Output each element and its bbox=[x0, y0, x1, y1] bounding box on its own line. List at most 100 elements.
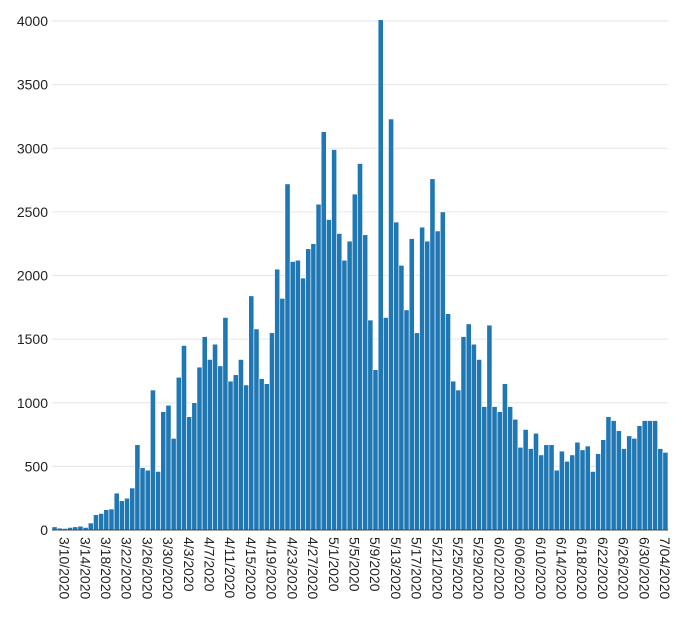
bar bbox=[248, 295, 255, 531]
bar bbox=[222, 317, 229, 531]
bar bbox=[657, 448, 664, 531]
x-tick-label: 4/11/2020 bbox=[222, 537, 238, 598]
bar bbox=[641, 420, 648, 531]
bar bbox=[118, 500, 125, 531]
bar bbox=[372, 369, 379, 531]
x-tick-label: 7/04/2020 bbox=[657, 537, 673, 599]
bar bbox=[108, 508, 115, 531]
bar bbox=[574, 441, 581, 531]
bar bbox=[315, 203, 322, 531]
bar bbox=[631, 438, 638, 531]
bar bbox=[263, 383, 270, 531]
y-tick-label: 1000 bbox=[17, 395, 48, 411]
bar bbox=[326, 219, 332, 531]
x-tick-label: 3/30/2020 bbox=[160, 537, 176, 599]
bar bbox=[512, 418, 519, 531]
bar bbox=[253, 328, 260, 531]
bar bbox=[538, 454, 545, 531]
x-tick-label: 5/17/2020 bbox=[409, 537, 425, 599]
x-tick-label: 4/27/2020 bbox=[305, 537, 321, 599]
x-tick-label: 5/5/2020 bbox=[346, 537, 362, 592]
bar bbox=[93, 514, 99, 531]
bar bbox=[186, 416, 193, 531]
x-tick-label: 4/19/2020 bbox=[264, 537, 280, 599]
bar bbox=[590, 471, 596, 531]
bar bbox=[175, 376, 182, 531]
bar bbox=[227, 380, 234, 531]
bar bbox=[481, 406, 488, 531]
bar bbox=[351, 193, 358, 531]
y-tick-label: 0 bbox=[40, 522, 48, 538]
bar bbox=[393, 221, 400, 531]
bar bbox=[341, 259, 348, 531]
bar bbox=[424, 240, 431, 531]
bar bbox=[558, 450, 565, 531]
bar bbox=[279, 298, 286, 531]
bar bbox=[621, 448, 627, 531]
bar bbox=[533, 432, 539, 531]
bar bbox=[496, 411, 503, 531]
bar bbox=[98, 513, 105, 531]
bar bbox=[243, 384, 250, 531]
bar bbox=[553, 469, 560, 531]
bar bbox=[398, 265, 405, 531]
bar bbox=[414, 332, 420, 531]
x-tick-label: 5/1/2020 bbox=[326, 537, 342, 592]
bar bbox=[201, 336, 208, 531]
bar bbox=[357, 163, 363, 531]
bar bbox=[320, 131, 327, 531]
bar-series bbox=[51, 19, 669, 531]
bar bbox=[548, 444, 555, 531]
bar bbox=[181, 345, 187, 531]
bar bbox=[87, 522, 94, 531]
bar bbox=[434, 230, 441, 531]
bar bbox=[191, 402, 198, 531]
bar bbox=[113, 492, 120, 531]
y-tick-label: 4000 bbox=[17, 13, 48, 29]
x-tick-label: 3/10/2020 bbox=[57, 537, 73, 599]
bar bbox=[165, 404, 172, 531]
x-tick-label: 4/3/2020 bbox=[181, 537, 197, 592]
bar bbox=[445, 313, 451, 531]
bar bbox=[455, 389, 462, 531]
bar bbox=[636, 425, 643, 531]
bar bbox=[600, 439, 607, 531]
bar bbox=[439, 211, 446, 531]
bar bbox=[129, 487, 136, 531]
bar bbox=[605, 416, 612, 531]
x-tick-label: 3/26/2020 bbox=[139, 537, 155, 599]
bar bbox=[232, 374, 239, 531]
y-tick-label: 1500 bbox=[17, 331, 48, 347]
bar bbox=[626, 435, 633, 531]
bar bbox=[103, 509, 110, 531]
bar bbox=[522, 429, 529, 531]
bar bbox=[77, 525, 84, 531]
bar bbox=[289, 261, 296, 531]
bar bbox=[331, 149, 338, 531]
bar bbox=[362, 234, 369, 531]
x-tick-label: 3/22/2020 bbox=[119, 537, 135, 599]
bar bbox=[388, 118, 394, 531]
bar bbox=[569, 454, 576, 531]
bar bbox=[155, 471, 162, 531]
x-tick-label: 5/29/2020 bbox=[471, 537, 487, 599]
bar bbox=[258, 378, 265, 531]
y-tick-label: 3000 bbox=[17, 140, 48, 156]
x-tick-label: 6/02/2020 bbox=[491, 537, 507, 599]
bar bbox=[144, 469, 151, 531]
bar bbox=[564, 460, 570, 531]
x-tick-label: 5/21/2020 bbox=[429, 537, 445, 599]
bar bbox=[139, 467, 146, 531]
bar bbox=[662, 452, 669, 531]
bar bbox=[305, 248, 312, 531]
x-tick-label: 3/18/2020 bbox=[98, 537, 114, 599]
y-tick-label: 3500 bbox=[17, 77, 48, 93]
bar bbox=[610, 420, 617, 531]
bar bbox=[212, 343, 218, 531]
x-tick-label: 5/25/2020 bbox=[450, 537, 466, 599]
x-tick-label: 6/10/2020 bbox=[533, 537, 549, 599]
x-tick-label: 3/14/2020 bbox=[77, 537, 93, 599]
x-tick-label: 5/13/2020 bbox=[388, 537, 404, 599]
x-tick-label: 6/18/2020 bbox=[574, 537, 590, 599]
